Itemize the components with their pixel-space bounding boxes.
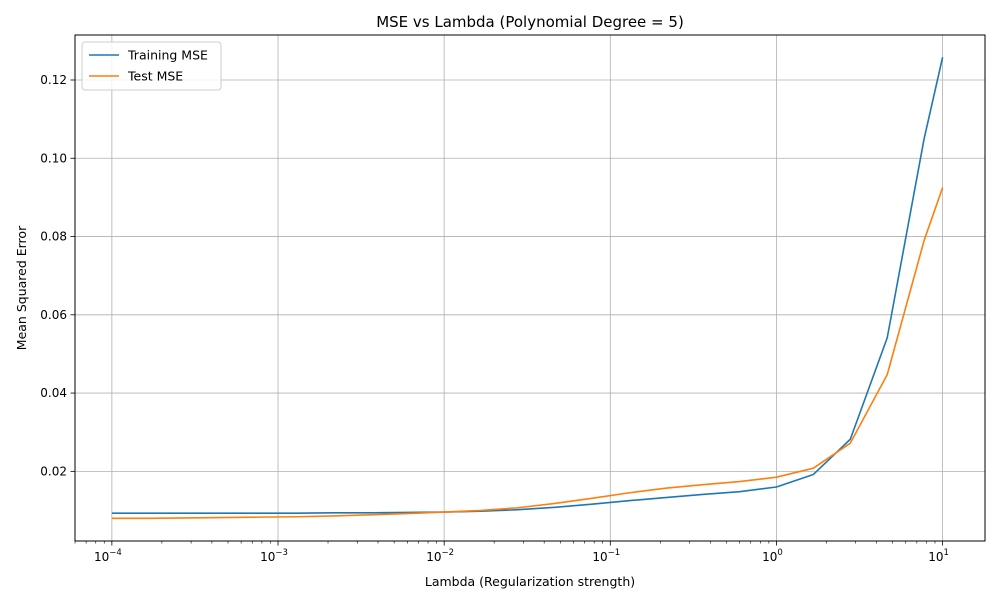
axis-ticks: 10−4 10−3 10−2 10−1 100 1010.020.040.060.080.… — [40, 73, 949, 564]
chart-title: MSE vs Lambda (Polynomial Degree = 5) — [376, 13, 684, 31]
x-tick-label: 101 — [928, 548, 949, 564]
x-tick-label-exponent: −4 — [109, 548, 122, 558]
x-tick-label-exponent: 1 — [944, 548, 949, 558]
x-tick-label: 10−2 — [426, 548, 454, 564]
legend: Training MSE Test MSE — [81, 41, 222, 91]
x-tick-label-base: 10 — [260, 550, 275, 564]
series-line-0 — [111, 57, 944, 515]
x-tick-label-base: 10 — [94, 550, 109, 564]
legend-label-1: Test MSE — [127, 69, 183, 84]
y-tick-label: 0.10 — [40, 151, 67, 165]
x-tick-label: 10−3 — [260, 548, 288, 564]
series-lines — [111, 57, 944, 520]
plot-area-frame — [74, 34, 986, 542]
x-tick-label-exponent: −1 — [608, 548, 621, 558]
x-tick-label: 10−4 — [94, 548, 122, 564]
y-tick-label: 0.06 — [40, 308, 67, 322]
x-tick-label-base: 10 — [592, 550, 607, 564]
y-axis-label: Mean Squared Error — [14, 225, 29, 350]
grid — [75, 35, 985, 541]
x-tick-label-exponent: 0 — [777, 548, 782, 558]
x-tick-label-exponent: −2 — [442, 548, 455, 558]
legend-box — [81, 41, 222, 91]
x-tick-label: 10−1 — [592, 548, 620, 564]
y-tick-label: 0.04 — [40, 386, 67, 400]
series-line-1 — [111, 187, 944, 520]
legend-label-0: Training MSE — [127, 48, 208, 63]
y-tick-label: 0.12 — [40, 73, 67, 87]
x-tick-label-exponent: −3 — [275, 548, 288, 558]
x-axis-label: Lambda (Regularization strength) — [425, 574, 635, 589]
x-tick-label: 100 — [762, 548, 783, 564]
y-tick-label: 0.08 — [40, 230, 67, 244]
x-tick-label-base: 10 — [762, 550, 777, 564]
y-tick-label: 0.02 — [40, 464, 67, 478]
x-tick-label-base: 10 — [928, 550, 943, 564]
x-tick-label-base: 10 — [426, 550, 441, 564]
